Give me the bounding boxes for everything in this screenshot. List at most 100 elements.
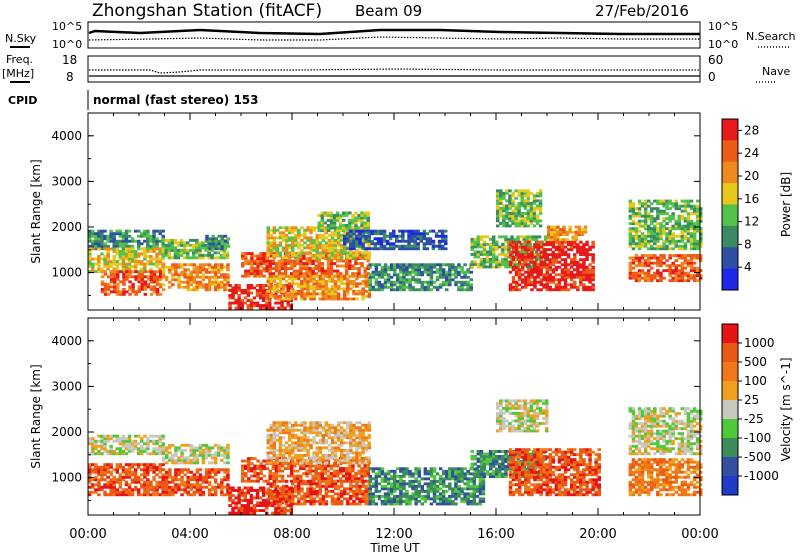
echo-cell bbox=[563, 253, 568, 257]
echo-cell bbox=[335, 474, 340, 478]
echo-cell bbox=[579, 280, 583, 284]
echo-cell bbox=[479, 243, 484, 246]
echo-cell bbox=[204, 248, 208, 252]
echo-cell bbox=[168, 493, 172, 497]
echo-cell bbox=[284, 253, 289, 257]
echo-cell bbox=[357, 269, 361, 273]
echo-cell bbox=[195, 288, 200, 292]
echo-cell bbox=[445, 278, 449, 282]
echo-cell bbox=[256, 464, 260, 468]
echo-cell bbox=[140, 232, 144, 236]
echo-cell bbox=[112, 434, 116, 438]
echo-cell bbox=[312, 243, 316, 247]
echo-cell bbox=[444, 237, 448, 241]
echo-cell bbox=[454, 280, 458, 284]
echo-cell bbox=[686, 204, 691, 208]
echo-cell bbox=[269, 236, 274, 240]
echo-cell bbox=[333, 228, 338, 232]
echo-cell bbox=[300, 243, 304, 247]
echo-cell bbox=[119, 270, 123, 274]
echo-cell bbox=[413, 242, 417, 246]
echo-cell bbox=[146, 242, 150, 246]
echo-cell bbox=[401, 244, 405, 248]
echo-cell bbox=[327, 274, 332, 278]
colorbar-tick-label: 20 bbox=[744, 169, 759, 183]
echo-cell bbox=[293, 272, 297, 276]
echo-cell bbox=[343, 274, 347, 278]
echo-cell bbox=[220, 453, 224, 457]
echo-cell bbox=[399, 280, 403, 284]
echo-cell bbox=[686, 237, 691, 241]
echo-cell bbox=[466, 285, 470, 289]
echo-cell bbox=[551, 253, 556, 257]
echo-cell bbox=[411, 265, 415, 269]
echo-cell bbox=[121, 265, 126, 268]
echo-cell bbox=[217, 283, 221, 287]
echo-cell bbox=[97, 257, 101, 261]
echo-cell bbox=[180, 280, 184, 284]
echo-cell bbox=[408, 283, 412, 287]
echo-cell bbox=[94, 490, 98, 494]
echo-cell bbox=[294, 295, 298, 298]
echo-cell bbox=[338, 477, 343, 481]
echo-cell bbox=[499, 222, 503, 225]
echo-cell bbox=[345, 264, 349, 268]
echo-cell bbox=[146, 470, 150, 474]
echo-cell bbox=[511, 258, 516, 262]
echo-cell bbox=[631, 209, 636, 213]
echo-cell bbox=[297, 243, 301, 247]
echo-cell bbox=[364, 279, 368, 283]
echo-cell bbox=[97, 237, 101, 241]
echo-cell bbox=[287, 297, 292, 301]
echo-cell bbox=[323, 459, 328, 463]
echo-cell bbox=[634, 242, 639, 246]
echo-cell bbox=[266, 289, 270, 293]
echo-cell bbox=[653, 276, 657, 280]
echo-cell bbox=[349, 244, 353, 248]
echo-cell bbox=[211, 234, 215, 238]
echo-cell bbox=[653, 229, 657, 233]
echo-cell bbox=[280, 511, 284, 515]
echo-cell bbox=[284, 292, 289, 296]
echo-cell bbox=[176, 243, 181, 247]
echo-cell bbox=[294, 292, 298, 296]
echo-cell bbox=[317, 472, 321, 475]
echo-cell bbox=[134, 292, 138, 296]
echo-cell bbox=[399, 265, 403, 269]
echo-cell bbox=[476, 250, 481, 254]
echo-cell bbox=[124, 447, 129, 451]
echo-cell bbox=[237, 294, 241, 297]
echo-cell bbox=[695, 269, 700, 273]
echo-cell bbox=[217, 468, 221, 472]
echo-cell bbox=[204, 475, 209, 479]
echo-cell bbox=[133, 439, 138, 443]
echo-cell bbox=[198, 448, 203, 452]
echo-cell bbox=[323, 477, 328, 481]
echo-cell bbox=[444, 247, 448, 251]
echo-cell bbox=[91, 444, 95, 448]
echo-cell bbox=[364, 251, 368, 255]
echo-cell bbox=[133, 442, 138, 446]
echo-cell bbox=[349, 287, 353, 291]
echo-cell bbox=[296, 462, 300, 465]
echo-cell bbox=[88, 255, 92, 258]
echo-cell bbox=[158, 470, 162, 474]
echo-cell bbox=[315, 256, 319, 260]
echo-cell bbox=[414, 288, 418, 292]
echo-cell bbox=[551, 268, 556, 272]
echo-cell bbox=[88, 470, 92, 474]
echo-cell bbox=[405, 265, 409, 269]
echo-cell bbox=[692, 209, 697, 213]
echo-cell bbox=[312, 289, 316, 293]
echo-cell bbox=[416, 242, 420, 246]
echo-cell bbox=[568, 228, 572, 231]
echo-cell bbox=[315, 292, 319, 296]
echo-cell bbox=[677, 239, 682, 243]
echo-cell bbox=[222, 256, 227, 260]
echo-cell bbox=[124, 267, 129, 271]
echo-cell bbox=[520, 196, 524, 200]
echo-cell bbox=[100, 267, 104, 271]
echo-cell bbox=[299, 259, 303, 263]
echo-cell bbox=[505, 224, 509, 228]
